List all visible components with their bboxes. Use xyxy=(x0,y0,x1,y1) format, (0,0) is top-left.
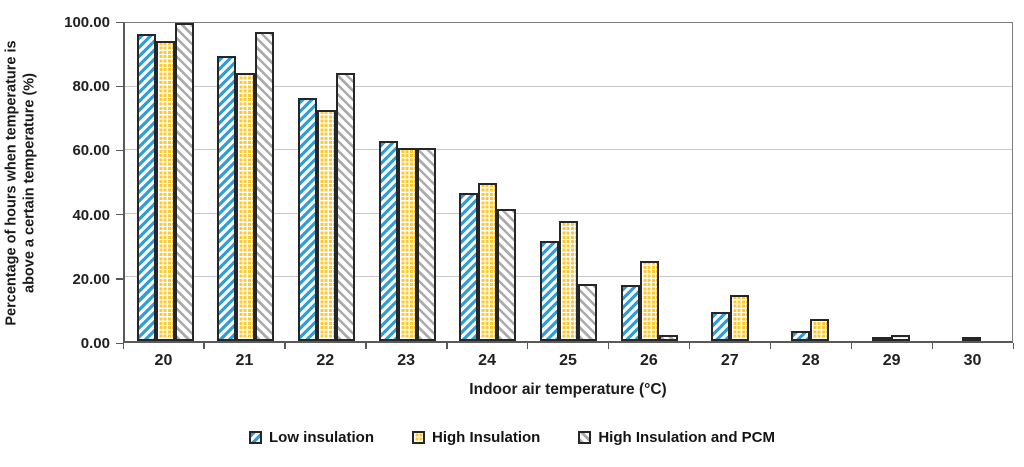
y-tick-label-0: 0.00 xyxy=(80,335,110,352)
x-tick-label-30: 30 xyxy=(963,352,982,369)
legend-swatch-high-insulation-and-pcm xyxy=(578,431,592,444)
x-tick-11 xyxy=(1012,343,1014,349)
y-axis-tick-labels: 0.00 20.00 40.00 60.00 80.00 100.00 xyxy=(38,14,114,352)
y-tick-0 xyxy=(116,342,123,344)
bar-22-high-insulation-and-pcm xyxy=(336,73,356,341)
x-tick-1 xyxy=(203,343,205,349)
bar-27-high-insulation xyxy=(729,295,749,341)
bar-25-low-insulation xyxy=(540,241,560,341)
bar-25-high-insulation xyxy=(559,220,579,341)
legend-label-high-insulation-and-pcm: High Insulation and PCM xyxy=(598,429,775,446)
bar-group-23 xyxy=(367,23,448,341)
x-tick-9 xyxy=(850,343,853,349)
x-tick-6 xyxy=(607,343,610,349)
y-tick-label-80: 80.00 xyxy=(72,78,110,96)
legend-swatch-high-insulation xyxy=(412,431,425,444)
bar-20-low-insulation xyxy=(136,33,156,341)
bar-20-high-insulation-and-pcm xyxy=(174,23,194,341)
bar-26-high-insulation-and-pcm xyxy=(658,334,678,341)
x-tick-label-24: 24 xyxy=(478,352,496,369)
x-tick-label-26: 26 xyxy=(639,352,658,369)
x-tick-7 xyxy=(688,343,691,349)
bar-24-low-insulation xyxy=(459,193,479,341)
bar-24-high-insulation xyxy=(478,182,498,341)
bar-groups xyxy=(125,23,1012,341)
bar-group-26 xyxy=(609,23,690,341)
x-tick-label-29: 29 xyxy=(882,352,901,369)
legend-label-low-insulation: Low insulation xyxy=(269,429,374,446)
y-tick-label-60: 60.00 xyxy=(72,142,110,160)
bar-29-low-insulation xyxy=(872,337,892,341)
bar-group-24 xyxy=(448,23,529,341)
bar-22-low-insulation xyxy=(298,98,318,341)
bar-26-low-insulation xyxy=(620,285,640,341)
x-tick-5 xyxy=(527,343,529,349)
gridline-80 xyxy=(125,85,1012,87)
plot-area xyxy=(123,22,1013,343)
y-tick-100 xyxy=(116,21,123,23)
bar-28-high-insulation xyxy=(810,319,830,341)
y-axis-title-line2: above a certain temperature (%) xyxy=(21,72,37,293)
legend-item-high-insulation: High Insulation xyxy=(412,429,540,446)
x-tick-4 xyxy=(446,343,448,349)
x-tick-label-27: 27 xyxy=(720,352,739,369)
y-tick-label-40: 40.00 xyxy=(72,206,110,224)
bar-group-28 xyxy=(770,23,851,341)
bar-25-high-insulation-and-pcm xyxy=(578,284,598,341)
legend-swatch-low-insulation xyxy=(249,431,262,444)
bar-30-high-insulation xyxy=(962,337,982,341)
legend-label-high-insulation: High Insulation xyxy=(432,429,541,446)
legend-item-high-insulation-and-pcm: High Insulation and PCM xyxy=(578,429,775,446)
bar-22-high-insulation xyxy=(317,110,337,341)
x-tick-label-21: 21 xyxy=(235,352,254,369)
x-tick-label-20: 20 xyxy=(154,352,173,369)
y-tick-20 xyxy=(116,278,123,280)
bar-23-high-insulation xyxy=(397,147,417,341)
legend: Low insulation High Insulation High Insula… xyxy=(0,429,1024,446)
x-tick-label-23: 23 xyxy=(397,352,416,369)
x-tick-10 xyxy=(931,343,933,349)
x-tick-label-22: 22 xyxy=(316,352,335,369)
gridline-40 xyxy=(125,212,1012,214)
x-tick-label-25: 25 xyxy=(559,352,577,369)
bar-group-29 xyxy=(851,23,932,341)
bar-27-low-insulation xyxy=(710,312,730,341)
bar-28-low-insulation xyxy=(791,330,811,341)
bar-group-27 xyxy=(689,23,770,341)
bar-24-high-insulation-and-pcm xyxy=(497,209,517,341)
bar-group-25 xyxy=(528,23,609,341)
y-tick-label-20: 20.00 xyxy=(72,270,110,288)
y-tick-80 xyxy=(116,85,123,88)
bar-20-high-insulation xyxy=(155,41,175,341)
bar-group-30 xyxy=(931,23,1012,341)
bar-23-high-insulation-and-pcm xyxy=(416,147,436,341)
x-tick-8 xyxy=(769,343,772,349)
x-tick-label-28: 28 xyxy=(801,352,820,369)
y-tick-60 xyxy=(116,149,123,152)
y-axis-title: Percentage of hours when temperature is … xyxy=(0,22,42,343)
bar-26-high-insulation xyxy=(639,260,659,341)
bar-21-high-insulation-and-pcm xyxy=(255,31,275,341)
bar-21-high-insulation xyxy=(236,72,256,341)
x-tick-0 xyxy=(122,343,124,349)
x-axis-title: Indoor air temperature (°C) xyxy=(469,381,667,398)
bar-23-low-insulation xyxy=(378,140,398,341)
bar-29-high-insulation xyxy=(891,334,911,341)
x-axis-tick-labels: 20 21 22 23 24 25 26 27 28 29 30 xyxy=(123,352,1013,370)
y-axis-title-line1: Percentage of hours when temperature is xyxy=(3,39,20,326)
bar-group-21 xyxy=(206,23,287,341)
bar-group-20 xyxy=(125,23,206,341)
bar-21-low-insulation xyxy=(217,56,237,341)
gridline-60 xyxy=(125,149,1012,151)
y-tick-40 xyxy=(116,214,123,216)
x-tick-3 xyxy=(365,343,367,349)
bar-group-22 xyxy=(286,23,367,341)
legend-item-low-insulation: Low insulation xyxy=(249,429,374,446)
x-tick-2 xyxy=(284,343,286,349)
y-tick-label-100: 100.00 xyxy=(64,14,110,31)
